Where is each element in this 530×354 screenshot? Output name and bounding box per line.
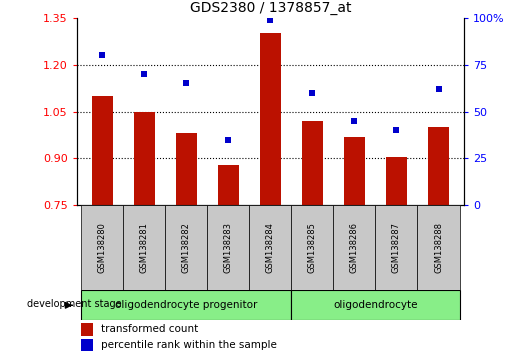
Bar xyxy=(260,33,281,205)
Bar xyxy=(344,137,365,205)
Bar xyxy=(302,121,323,205)
Bar xyxy=(81,290,292,320)
Bar xyxy=(134,112,155,205)
Text: GSM138282: GSM138282 xyxy=(182,222,191,273)
Bar xyxy=(81,338,93,351)
Bar xyxy=(249,205,292,290)
Text: transformed count: transformed count xyxy=(101,324,198,334)
Bar xyxy=(165,205,207,290)
Bar xyxy=(428,127,449,205)
Text: percentile rank within the sample: percentile rank within the sample xyxy=(101,340,277,350)
Bar xyxy=(333,205,375,290)
Bar xyxy=(175,133,197,205)
Bar xyxy=(207,205,249,290)
Text: development stage: development stage xyxy=(27,299,121,309)
Text: GSM138285: GSM138285 xyxy=(308,222,317,273)
Bar xyxy=(418,205,460,290)
Bar xyxy=(81,205,123,290)
Text: GSM138287: GSM138287 xyxy=(392,222,401,273)
Text: GSM138281: GSM138281 xyxy=(139,222,148,273)
Bar xyxy=(292,290,460,320)
Text: GSM138280: GSM138280 xyxy=(98,222,107,273)
Text: GSM138283: GSM138283 xyxy=(224,222,233,273)
Bar xyxy=(81,323,93,336)
Title: GDS2380 / 1378857_at: GDS2380 / 1378857_at xyxy=(190,1,351,15)
Text: GSM138288: GSM138288 xyxy=(434,222,443,273)
Bar xyxy=(123,205,165,290)
Bar xyxy=(375,205,418,290)
Text: oligodendrocyte: oligodendrocyte xyxy=(333,300,418,310)
Text: oligodendrocyte progenitor: oligodendrocyte progenitor xyxy=(115,300,258,310)
Bar xyxy=(92,96,112,205)
Bar xyxy=(292,205,333,290)
Text: GSM138284: GSM138284 xyxy=(266,222,275,273)
Bar xyxy=(218,165,238,205)
Text: GSM138286: GSM138286 xyxy=(350,222,359,273)
Bar xyxy=(386,157,407,205)
